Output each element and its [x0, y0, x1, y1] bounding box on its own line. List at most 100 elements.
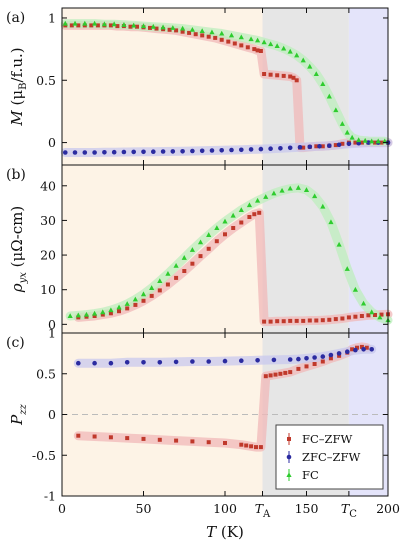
point-fczfw [379, 312, 384, 317]
point-fczfw [187, 30, 192, 35]
point-fczfw [288, 74, 293, 79]
point-fc [209, 29, 215, 35]
point-fc [111, 21, 117, 27]
point-fczfw [291, 75, 296, 80]
point-fc [206, 232, 212, 237]
point-fc [326, 93, 332, 99]
point-fczfw [247, 215, 252, 219]
point-fczfw [133, 302, 138, 307]
point-fc [328, 219, 334, 225]
point-fc [124, 301, 130, 306]
point-fczfw [355, 345, 359, 350]
y-tick-label: 40 [40, 178, 56, 193]
point-fc [320, 203, 326, 209]
point-fczfw [320, 318, 325, 323]
point-fczfw [108, 311, 113, 316]
point-fczfw [108, 23, 113, 28]
point-fczfw [219, 37, 224, 42]
point-zfczfw [209, 148, 215, 153]
point-fczfw [167, 27, 172, 32]
point-fczfw [288, 370, 293, 375]
point-fc [132, 296, 138, 302]
point-fc [219, 30, 225, 36]
point-fc [268, 41, 274, 47]
panel-label: (b) [6, 167, 26, 183]
point-fc [140, 23, 147, 29]
point-zfczfw [312, 355, 317, 360]
x-tick-label: 150 [295, 501, 319, 516]
point-fczfw [359, 140, 364, 145]
point-fc [238, 207, 244, 213]
point-zfczfw [268, 146, 273, 151]
point-fczfw [182, 269, 187, 273]
point-fc [375, 138, 381, 144]
panel-label: (a) [6, 10, 25, 26]
point-fczfw [141, 436, 146, 441]
point-zfczfw [271, 357, 277, 363]
point-fczfw [193, 32, 198, 37]
point-fczfw [157, 288, 162, 293]
point-fc [157, 278, 163, 284]
point-fczfw [350, 347, 355, 352]
point-fczfw [76, 23, 81, 28]
x-tick-label: 50 [136, 501, 152, 516]
point-zfczfw [102, 150, 107, 155]
point-fczfw [275, 73, 280, 78]
y-tick-label: 1 [48, 326, 56, 341]
point-fc [214, 225, 220, 231]
legend-label-fc: FC [302, 468, 319, 482]
point-fc [62, 20, 68, 26]
axis-ticks [61, 8, 389, 497]
point-fczfw [76, 315, 81, 320]
point-fczfw [245, 45, 250, 50]
point-fczfw [214, 239, 219, 244]
x-tick-label: 0 [58, 501, 66, 516]
point-fc [294, 52, 300, 58]
y-axis-label: M (μB/f.u.) [8, 47, 29, 126]
point-fczfw [239, 43, 244, 48]
point-fc [230, 212, 236, 218]
point-fczfw [275, 319, 280, 324]
point-fczfw [333, 143, 338, 148]
point-fc [83, 311, 90, 317]
point-zfczfw [353, 347, 358, 353]
point-fc [67, 313, 73, 319]
point-zfczfw [108, 360, 114, 366]
point-fc [150, 23, 156, 29]
point-zfczfw [328, 352, 334, 358]
point-fc [344, 129, 350, 135]
point-fczfw [353, 314, 358, 319]
point-fc [349, 134, 355, 140]
point-fc [101, 21, 107, 27]
point-fc [295, 185, 301, 190]
point-fc [344, 266, 350, 271]
point-zfczfw [307, 144, 313, 150]
point-fczfw [117, 309, 121, 314]
point-fczfw [76, 433, 81, 438]
point-fczfw [190, 439, 195, 444]
point-fczfw [239, 220, 244, 225]
y-tick-label: 0 [48, 135, 56, 150]
y-tick-label: 30 [40, 213, 56, 228]
point-fczfw [257, 210, 262, 215]
point-zfczfw [151, 149, 156, 154]
point-fc [307, 63, 313, 69]
point-fczfw [366, 313, 371, 318]
point-fczfw [252, 47, 257, 52]
point-zfczfw [141, 360, 146, 365]
point-fc [255, 197, 261, 203]
point-zfczfw [160, 149, 166, 154]
point-fczfw [373, 313, 377, 317]
y-axis-label: Pzz [8, 403, 29, 425]
point-fc [339, 121, 345, 126]
point-fczfw [206, 246, 211, 251]
point-fczfw [364, 345, 369, 350]
point-fczfw [252, 212, 257, 217]
point-fczfw [379, 140, 384, 145]
point-fczfw [301, 318, 306, 323]
point-fc [189, 247, 195, 252]
point-fc [313, 71, 319, 77]
point-fc [100, 309, 106, 315]
point-zfczfw [82, 150, 88, 155]
point-zfczfw [76, 360, 81, 366]
